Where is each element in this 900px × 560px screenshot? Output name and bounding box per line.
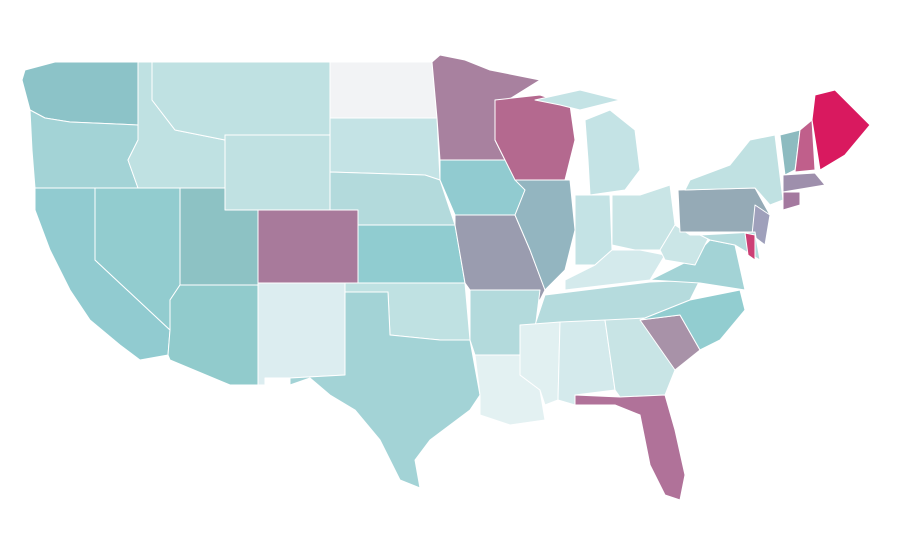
state-region [257, 282, 346, 386]
state-region [564, 249, 666, 291]
state-region [751, 204, 771, 246]
state-region [289, 291, 481, 489]
state-region [534, 89, 621, 111]
state-region [782, 172, 826, 193]
state-region [151, 61, 331, 141]
state-region [257, 209, 359, 284]
state-region [782, 191, 801, 211]
state-region [744, 232, 756, 261]
state-region [639, 289, 746, 351]
state-region [574, 394, 686, 501]
state-region [329, 117, 441, 181]
state-region [167, 284, 259, 386]
state-region [514, 179, 576, 291]
state-region [224, 134, 331, 211]
state-region [811, 89, 871, 171]
state-region [329, 61, 438, 119]
state-region [357, 224, 466, 284]
state-region [584, 109, 641, 196]
state-region [794, 119, 816, 173]
